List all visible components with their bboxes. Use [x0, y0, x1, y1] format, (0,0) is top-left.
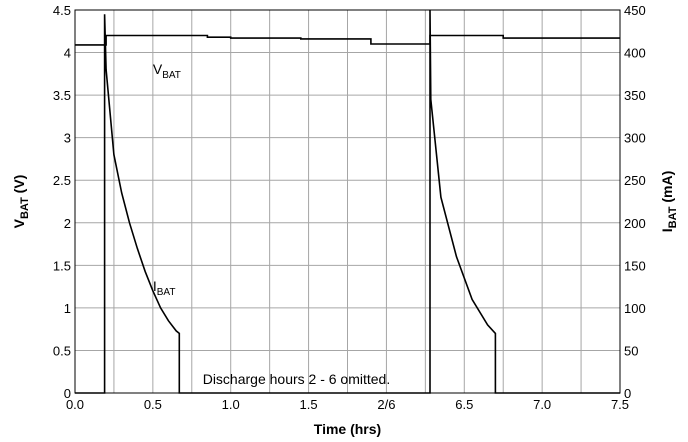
y-right-tick-label: 150 [624, 258, 646, 273]
y-right-tick-label: 400 [624, 46, 646, 61]
y-left-tick-label: 2 [64, 216, 71, 231]
x-axis-label: Time (hrs) [314, 421, 381, 437]
x-tick-label: 0.5 [144, 397, 162, 412]
y-left-tick-label: 4.5 [53, 3, 71, 18]
grid [75, 10, 620, 393]
x-tick-label: 7.0 [533, 397, 551, 412]
y-left-tick-label: 0.5 [53, 343, 71, 358]
x-tick-label: 6.5 [455, 397, 473, 412]
y-left-tick-label: 3 [64, 131, 71, 146]
y-left-tick-label: 2.5 [53, 173, 71, 188]
y-right-tick-label: 100 [624, 301, 646, 316]
x-tick-label: 1.0 [222, 397, 240, 412]
x-tick-label: 0.0 [66, 397, 84, 412]
ibat-series-label: IBAT [153, 278, 176, 298]
y-right-tick-label: 300 [624, 131, 646, 146]
y-left-tick-label: 0 [64, 386, 71, 401]
y-left-tick-label: 3.5 [53, 88, 71, 103]
y-right-tick-label: 250 [624, 173, 646, 188]
plot-frame [74, 9, 621, 394]
y-left-tick-label: 1 [64, 301, 71, 316]
y-right-tick-label: 50 [624, 343, 638, 358]
x-tick-label: 1.5 [300, 397, 318, 412]
vbat-series-label: VBAT [153, 61, 181, 81]
y-axis-right-label: IBAT (mA) [659, 171, 679, 232]
omitted-hours-annotation: Discharge hours 2 - 6 omitted. [203, 371, 391, 387]
ticks: 0.0 0.5 1.0 1.5 2/6 6.5 7.0 7.500.511.522.533.5… [53, 3, 646, 412]
y-axis-left-label: VBAT (V) [11, 175, 31, 229]
y-right-tick-label: 450 [624, 3, 646, 18]
x-tick-label: 2/6 [377, 397, 395, 412]
y-left-tick-label: 1.5 [53, 258, 71, 273]
series-layer [75, 9, 620, 394]
vbat-series-line [75, 34, 620, 46]
y-right-tick-label: 200 [624, 216, 646, 231]
ibat-series-line [75, 9, 620, 394]
y-right-tick-label: 350 [624, 88, 646, 103]
y-right-tick-label: 0 [624, 386, 631, 401]
x-tick-label: 7.5 [611, 397, 629, 412]
y-left-tick-label: 4 [64, 46, 71, 61]
